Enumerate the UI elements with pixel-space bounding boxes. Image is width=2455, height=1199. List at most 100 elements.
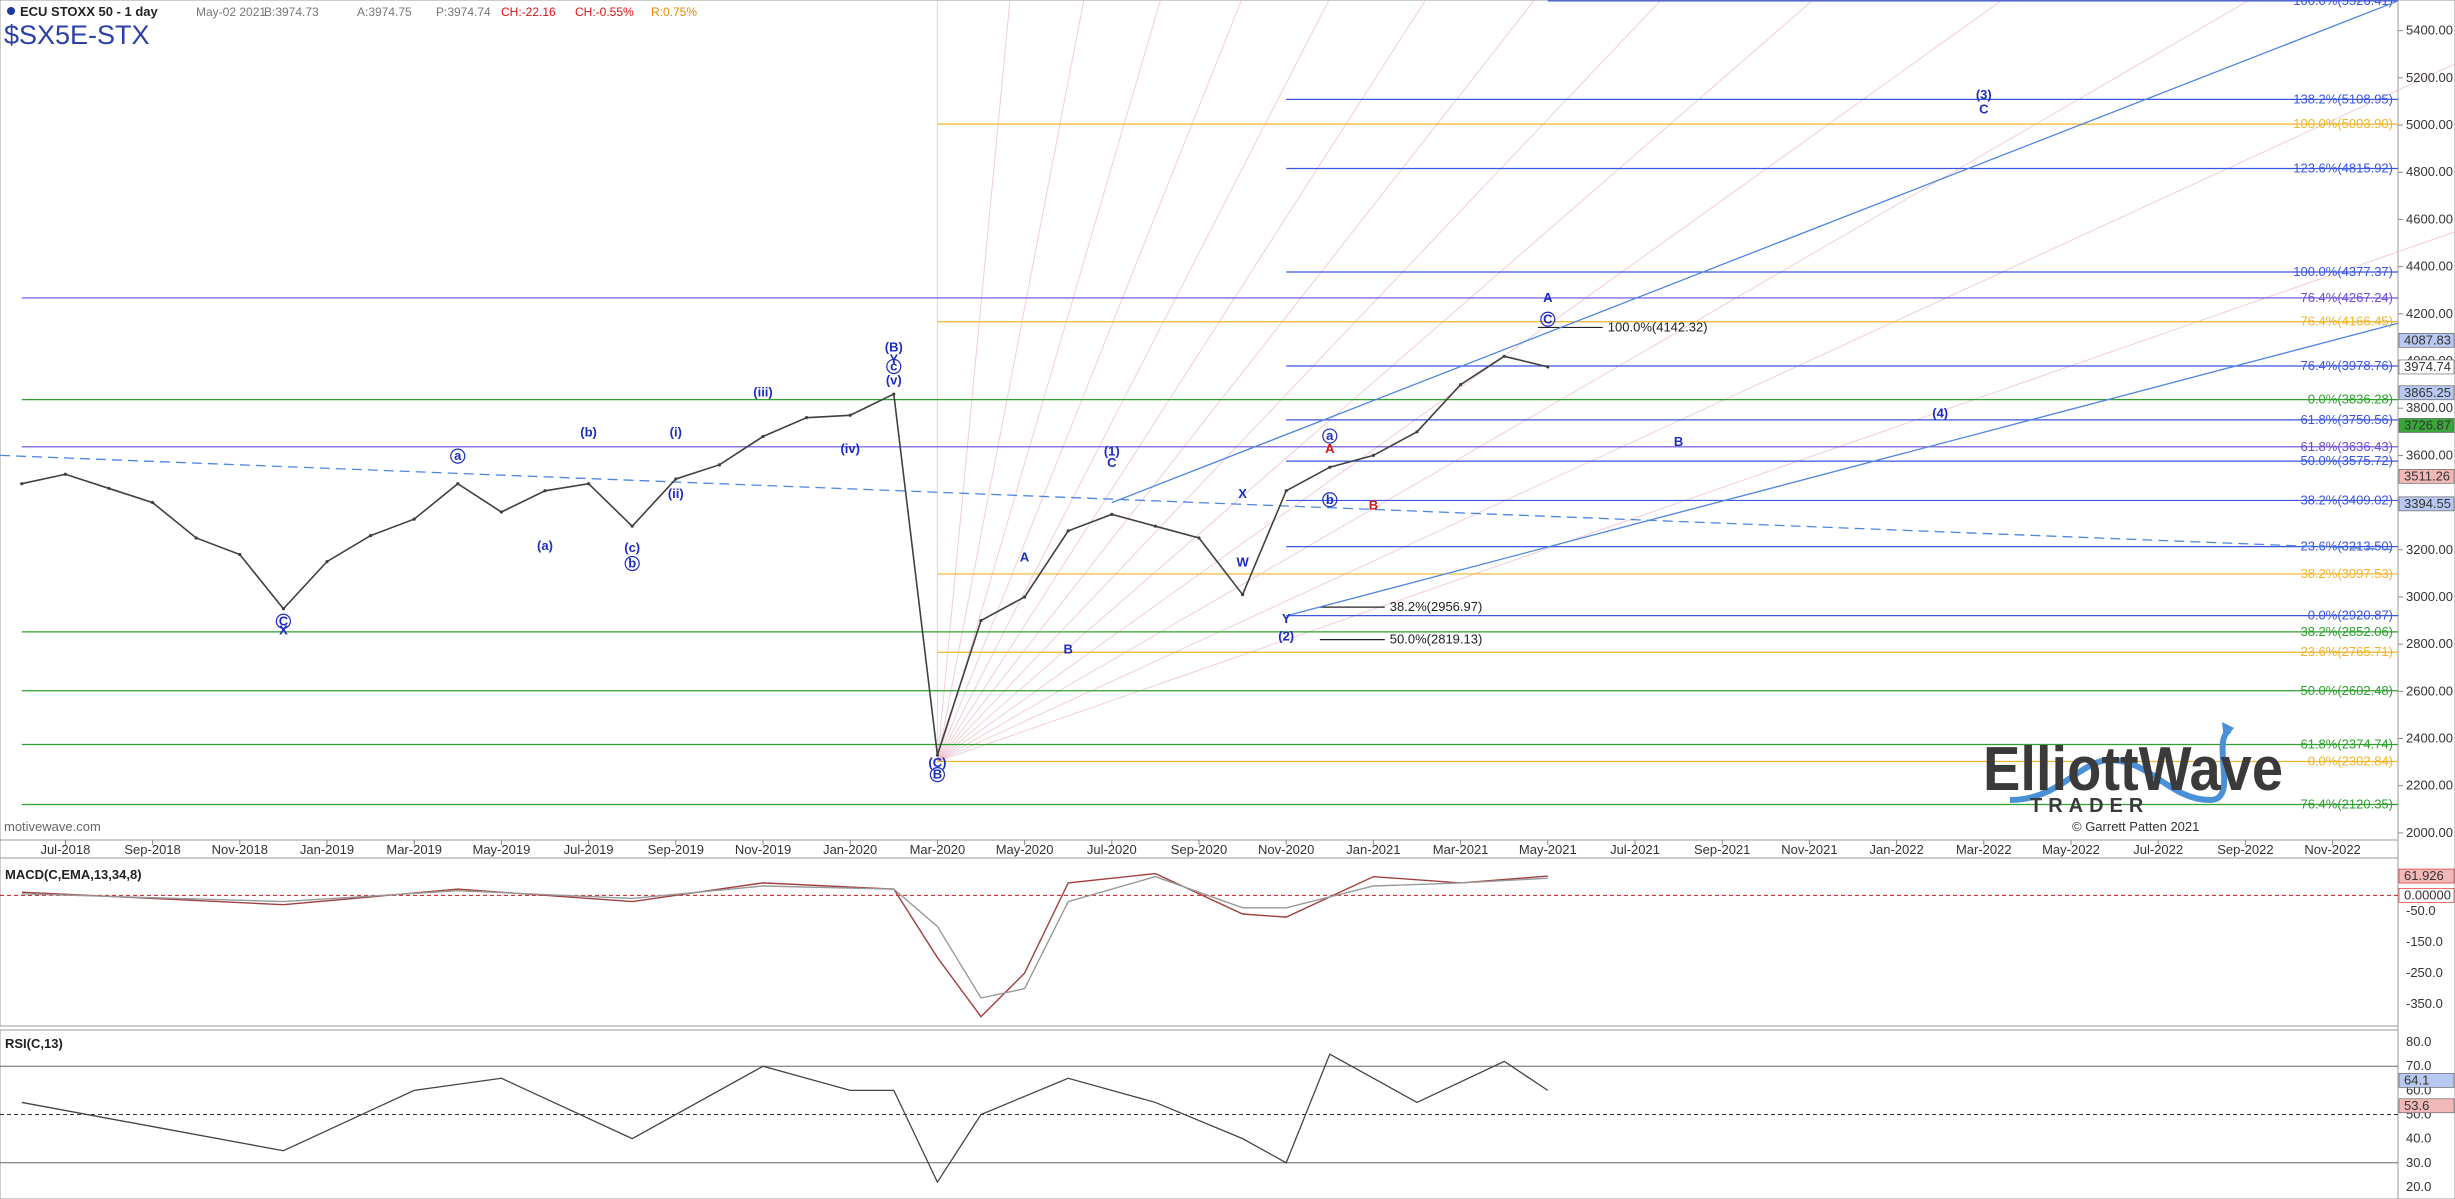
extension-label: 100.0%(4142.32) xyxy=(1608,319,1708,334)
symbol-title: $SX5E-STX xyxy=(4,20,150,50)
price-marker-label: 3974.74 xyxy=(2404,359,2451,374)
time-tick-label: Sep-2022 xyxy=(2217,842,2273,857)
wave-label-circle xyxy=(886,358,902,375)
price-tick-label: 3600.00 xyxy=(2406,447,2453,462)
wave-label: (iii) xyxy=(753,384,773,399)
macd-marker xyxy=(2398,868,2455,884)
wave-label: b xyxy=(628,555,636,570)
rsi-marker xyxy=(2398,1073,2455,1088)
wave-label: X xyxy=(279,623,288,638)
time-tick-label: Jul-2021 xyxy=(1610,842,1660,857)
price-point xyxy=(1371,453,1375,457)
price-tick-label: 3200.00 xyxy=(2406,542,2453,557)
time-tick-label: Mar-2019 xyxy=(386,842,442,857)
price-axis[interactable] xyxy=(2397,0,2455,1199)
logo-wordmark: ElliottWave xyxy=(1983,735,2283,804)
rsi-series xyxy=(0,1053,2398,1184)
time-tick-label: May-2021 xyxy=(1519,842,1577,857)
time-tick-label: Jan-2020 xyxy=(823,842,877,857)
price-point xyxy=(761,434,765,439)
price-point xyxy=(717,463,722,467)
macd-pane[interactable] xyxy=(0,857,2399,1027)
elliott-wave-trader-logo: ElliottWave TRADER © Garrett Patten 2021 xyxy=(1983,722,2283,834)
quote-range: R:0.75% xyxy=(651,5,697,19)
price-marker xyxy=(2398,496,2455,512)
time-tick-label: Mar-2021 xyxy=(1433,842,1489,857)
wave-label: B xyxy=(1369,498,1378,513)
fib-level-label: 76.4%(2120.35) xyxy=(2300,797,2393,812)
price-point xyxy=(281,607,285,611)
price-marker xyxy=(2398,418,2455,433)
price-tick-label: 2400.00 xyxy=(2406,731,2453,746)
fan-ray xyxy=(936,0,1243,762)
price-point xyxy=(456,482,460,486)
macd-title: MACD(C,EMA,13,34,8) xyxy=(5,867,142,882)
quote-change-pct: CH:-0.55% xyxy=(575,5,634,19)
time-tick-label: Jan-2021 xyxy=(1346,842,1400,857)
logo-copyright: © Garrett Patten 2021 xyxy=(2072,819,2199,834)
price-marker-label: 3394.55 xyxy=(2404,496,2451,511)
price-tick-label: 2800.00 xyxy=(2406,636,2453,651)
price-marker-label: 3511.26 xyxy=(2404,468,2450,483)
wave-label: (b) xyxy=(580,425,597,440)
fib-level-label: 100.0%(5003.90) xyxy=(2293,116,2393,131)
fan-ray xyxy=(937,0,2251,762)
wave-label: A xyxy=(1325,441,1335,456)
price-tick-label: 2600.00 xyxy=(2406,683,2453,698)
price-point xyxy=(1023,595,1027,599)
price-tick-label: 4600.00 xyxy=(2406,211,2453,226)
time-tick-label: Mar-2022 xyxy=(1956,842,2012,857)
price-marker xyxy=(2398,359,2455,375)
price-point xyxy=(412,517,416,521)
price-point xyxy=(63,472,67,476)
rsi-title: RSI(C,13) xyxy=(5,1036,63,1051)
price-point xyxy=(674,477,678,481)
wave-label: c xyxy=(890,358,897,373)
wave-label: (v) xyxy=(886,373,902,388)
price-tick-label: 3800.00 xyxy=(2406,400,2453,415)
fib-level-label: 76.4%(3978.76) xyxy=(2300,358,2393,373)
wave-label: (4) xyxy=(1932,406,1948,421)
time-tick-label: Jan-2019 xyxy=(300,842,354,857)
fib-level-label: 61.8%(3750.56) xyxy=(2300,412,2393,427)
fib-level-label: 23.6%(3213.50) xyxy=(2300,539,2393,554)
fan-ray xyxy=(936,0,1011,762)
price-tick-label: 5000.00 xyxy=(2406,117,2453,132)
wave-label: (2) xyxy=(1278,629,1294,644)
time-tick-label: Sep-2021 xyxy=(1694,842,1750,857)
price-point xyxy=(1415,430,1419,434)
time-tick-label: Nov-2018 xyxy=(212,842,268,857)
fan-ray xyxy=(936,0,1427,762)
price-point xyxy=(1284,489,1288,493)
time-tick-label: Nov-2019 xyxy=(735,842,791,857)
time-tick-label: Jul-2018 xyxy=(40,842,90,857)
fan-ray xyxy=(937,231,2455,762)
wave-label: C xyxy=(1979,101,1989,116)
time-tick-label: Mar-2020 xyxy=(910,842,966,857)
wave-label: a xyxy=(454,448,462,463)
trend-channel-lower xyxy=(1286,322,2399,617)
fan-ray xyxy=(937,0,1536,762)
wave-label: W xyxy=(1236,554,1249,569)
wave-label-circle xyxy=(624,555,640,572)
time-tick-label: May-2020 xyxy=(996,842,1054,857)
wave-label: (c) xyxy=(624,540,640,555)
axes: Jul-2018 Sep-2018 Nov-2018 Jan-2019 Mar-2019… xyxy=(40,23,2455,1194)
price-tick-label: 3000.00 xyxy=(2406,589,2453,604)
price-point xyxy=(892,392,896,396)
fib-level-label: 123.6%(4815.92) xyxy=(2293,160,2393,175)
time-tick-label: Nov-2020 xyxy=(1258,842,1314,857)
price-marker-label: 3865.25 xyxy=(2404,385,2451,400)
price-point xyxy=(1241,593,1245,597)
extension-label: 50.0%(2819.13) xyxy=(1390,632,1483,647)
price-tick-label: 4200.00 xyxy=(2406,306,2453,321)
wave-label: b xyxy=(1326,492,1334,507)
macd-tick-label: -150.0 xyxy=(2406,934,2443,949)
trend-channel-upper xyxy=(1111,0,2399,504)
time-tick-label: Sep-2020 xyxy=(1171,842,1227,857)
price-point xyxy=(1066,529,1070,533)
quote-ask: A:3974.75 xyxy=(357,5,412,19)
wave-label: (B) xyxy=(885,340,903,355)
fib-level-label: 23.6%(2765.71) xyxy=(2300,644,2393,659)
